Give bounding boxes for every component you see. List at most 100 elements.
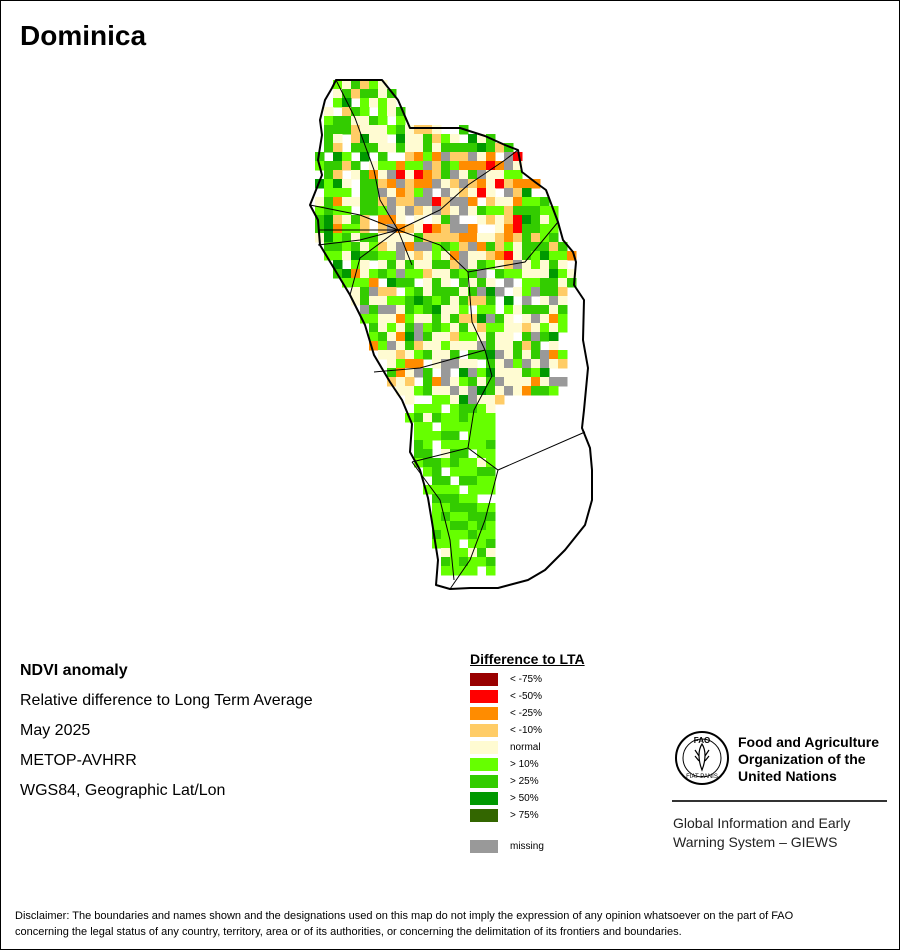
ndvi-pixel — [315, 224, 325, 234]
ndvi-pixel — [441, 296, 451, 306]
ndvi-pixel — [549, 296, 559, 306]
legend-item: normal — [470, 739, 585, 756]
ndvi-pixel — [387, 188, 397, 198]
ndvi-pixel — [468, 440, 478, 450]
ndvi-pixel — [369, 269, 379, 279]
ndvi-pixel — [522, 368, 532, 378]
ndvi-pixel — [378, 224, 388, 234]
ndvi-pixel — [531, 350, 541, 360]
ndvi-pixel — [414, 152, 424, 162]
ndvi-pixel — [504, 224, 514, 234]
ndvi-pixel — [513, 350, 523, 360]
ndvi-pixel — [405, 242, 415, 252]
ndvi-pixel — [450, 548, 460, 558]
ndvi-pixel — [441, 440, 451, 450]
ndvi-pixel — [477, 548, 487, 558]
ndvi-pixel — [477, 305, 487, 315]
ndvi-pixel — [333, 215, 343, 225]
ndvi-pixel — [504, 269, 514, 279]
ndvi-pixel — [477, 323, 487, 333]
ndvi-pixel — [414, 143, 424, 153]
ndvi-pixel — [405, 395, 415, 405]
ndvi-pixel — [396, 206, 406, 216]
ndvi-pixel — [486, 359, 496, 369]
ndvi-pixel — [369, 251, 379, 261]
ndvi-pixel — [324, 170, 334, 180]
ndvi-pixel — [531, 323, 541, 333]
ndvi-pixel — [387, 341, 397, 351]
ndvi-pixel — [486, 350, 496, 360]
ndvi-pixel — [441, 305, 451, 315]
ndvi-pixel — [450, 341, 460, 351]
ndvi-pixel — [378, 206, 388, 216]
ndvi-pixel — [423, 413, 433, 423]
ndvi-pixel — [477, 143, 487, 153]
ndvi-pixel — [468, 350, 478, 360]
ndvi-pixel — [369, 197, 379, 207]
ndvi-pixel — [378, 350, 388, 360]
ndvi-pixel — [396, 161, 406, 171]
ndvi-pixel — [495, 242, 505, 252]
ndvi-pixel — [387, 260, 397, 270]
ndvi-pixel — [504, 179, 514, 189]
ndvi-pixel — [495, 161, 505, 171]
ndvi-pixel — [531, 314, 541, 324]
ndvi-pixel — [549, 314, 559, 324]
ndvi-pixel — [459, 197, 469, 207]
ndvi-pixel — [450, 530, 460, 540]
ndvi-pixel — [333, 242, 343, 252]
ndvi-pixel — [441, 224, 451, 234]
ndvi-pixel — [468, 179, 478, 189]
ndvi-pixel — [486, 161, 496, 171]
ndvi-pixel — [396, 179, 406, 189]
ndvi-pixel — [423, 314, 433, 324]
ndvi-pixel — [450, 260, 460, 270]
ndvi-pixel — [369, 233, 379, 243]
ndvi-pixel — [558, 305, 568, 315]
ndvi-pixel — [549, 269, 559, 279]
ndvi-pixel — [468, 269, 478, 279]
ndvi-pixel — [351, 125, 361, 135]
ndvi-pixel — [540, 260, 550, 270]
ndvi-pixel — [351, 251, 361, 261]
ndvi-pixel — [396, 107, 406, 117]
legend-item: < -75% — [470, 671, 585, 688]
ndvi-pixel — [405, 323, 415, 333]
ndvi-pixel — [387, 170, 397, 180]
ndvi-pixel — [342, 224, 352, 234]
ndvi-pixel — [396, 296, 406, 306]
ndvi-pixel — [486, 215, 496, 225]
ndvi-pixel — [450, 386, 460, 396]
ndvi-pixel — [459, 296, 469, 306]
ndvi-pixel — [459, 359, 469, 369]
ndvi-pixel — [441, 260, 451, 270]
org-name: Food and Agriculture Organization of the… — [738, 734, 879, 785]
ndvi-pixel — [423, 152, 433, 162]
ndvi-pixel — [369, 332, 379, 342]
legend-label: > 10% — [510, 759, 539, 770]
ndvi-pixel — [378, 287, 388, 297]
ndvi-pixel — [441, 278, 451, 288]
ndvi-pixel — [441, 233, 451, 243]
ndvi-pixel — [387, 305, 397, 315]
ndvi-pixel — [342, 116, 352, 126]
ndvi-pixel — [441, 458, 451, 468]
ndvi-pixel — [342, 233, 352, 243]
ndvi-pixel — [423, 278, 433, 288]
ndvi-pixel — [459, 440, 469, 450]
ndvi-pixel — [540, 377, 550, 387]
ndvi-pixel — [369, 80, 379, 90]
ndvi-pixel — [531, 224, 541, 234]
ndvi-pixel — [396, 341, 406, 351]
ndvi-pixel — [405, 134, 415, 144]
ndvi-pixel — [414, 197, 424, 207]
ndvi-pixel — [450, 215, 460, 225]
ndvi-pixel — [360, 296, 370, 306]
ndvi-pixel — [432, 125, 442, 135]
legend-label: missing — [510, 841, 544, 852]
ndvi-pixel — [477, 440, 487, 450]
ndvi-pixel — [513, 269, 523, 279]
ndvi-pixel — [468, 422, 478, 432]
ndvi-pixel — [522, 179, 532, 189]
ndvi-pixel — [486, 341, 496, 351]
